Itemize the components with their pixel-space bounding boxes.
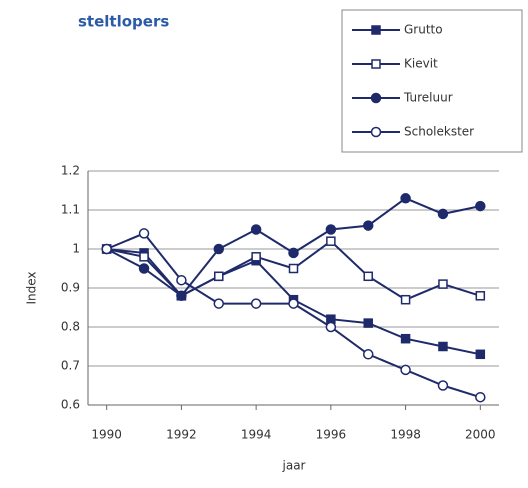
marker [288, 263, 299, 274]
marker [400, 294, 411, 305]
marker [438, 279, 448, 289]
y-tick-label: 1.1 [61, 203, 80, 217]
marker [438, 341, 448, 352]
marker [363, 318, 373, 328]
x-tick-label: 1994 [241, 428, 272, 442]
y-tick-label: 1 [72, 242, 80, 256]
marker [370, 126, 382, 138]
legend-label: Tureluur [403, 91, 453, 105]
marker [370, 92, 382, 104]
marker [437, 208, 449, 220]
x-tick-label: 1996 [316, 428, 347, 442]
marker [475, 200, 486, 212]
marker [176, 290, 187, 302]
legend-label: Grutto [404, 23, 443, 37]
marker [362, 220, 374, 231]
y-tick-label: 0.9 [61, 281, 80, 295]
marker [138, 228, 150, 239]
y-tick-label: 0.8 [61, 320, 80, 334]
x-tick-label: 1998 [390, 428, 421, 442]
marker [101, 243, 112, 255]
marker [213, 243, 225, 255]
legend-label: Kievit [404, 57, 438, 71]
marker [325, 224, 337, 235]
x-axis-label: jaar [282, 459, 306, 473]
marker [371, 25, 381, 35]
marker [371, 59, 381, 69]
marker [475, 391, 486, 403]
y-axis-label: Index [25, 271, 39, 304]
marker [437, 380, 449, 391]
marker [400, 364, 411, 376]
marker [250, 224, 262, 235]
marker [475, 291, 486, 301]
marker [251, 252, 261, 262]
marker [139, 252, 149, 262]
marker [325, 321, 337, 333]
marker [288, 247, 299, 259]
chart-title: steltlopers [78, 13, 169, 31]
marker [363, 271, 373, 282]
series-line [106, 197, 481, 298]
marker [288, 298, 299, 309]
marker [475, 349, 486, 360]
y-tick-label: 1.2 [61, 164, 80, 178]
marker [362, 349, 374, 360]
marker [400, 333, 411, 344]
x-tick-label: 2000 [465, 428, 496, 442]
y-tick-label: 0.6 [61, 398, 80, 412]
x-tick-label: 1990 [91, 428, 122, 442]
marker [400, 193, 411, 204]
marker [213, 298, 225, 309]
marker [176, 274, 187, 286]
y-tick-label: 0.7 [61, 359, 80, 373]
marker [250, 298, 262, 309]
legend-label: Scholekster [404, 125, 474, 139]
marker [138, 263, 150, 274]
x-tick-label: 1992 [166, 428, 197, 442]
marker [326, 236, 336, 246]
marker [214, 271, 224, 282]
